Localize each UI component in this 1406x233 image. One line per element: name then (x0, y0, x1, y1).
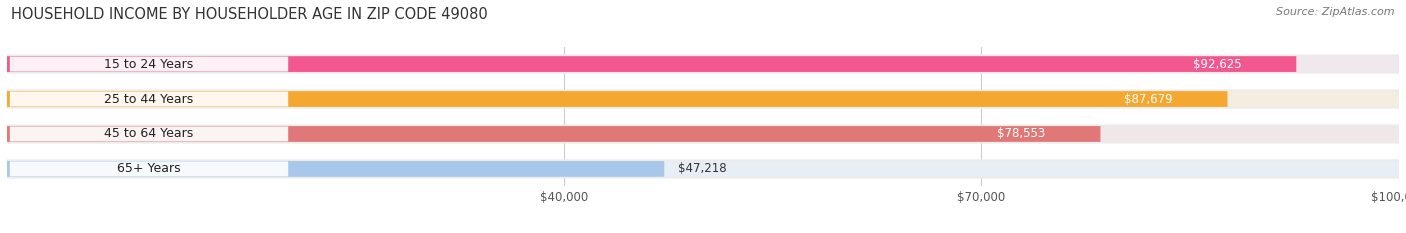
FancyBboxPatch shape (7, 161, 1399, 177)
FancyBboxPatch shape (7, 89, 1399, 109)
FancyBboxPatch shape (7, 56, 1399, 72)
FancyBboxPatch shape (7, 159, 1399, 178)
FancyBboxPatch shape (1071, 92, 1225, 106)
FancyBboxPatch shape (7, 124, 1399, 144)
FancyBboxPatch shape (7, 91, 1399, 107)
Text: $47,218: $47,218 (678, 162, 727, 175)
Text: 25 to 44 Years: 25 to 44 Years (104, 93, 194, 106)
Text: $87,679: $87,679 (1123, 93, 1173, 106)
FancyBboxPatch shape (7, 126, 1101, 142)
FancyBboxPatch shape (7, 161, 664, 177)
Text: $92,625: $92,625 (1192, 58, 1241, 71)
FancyBboxPatch shape (10, 127, 288, 141)
FancyBboxPatch shape (10, 161, 288, 176)
FancyBboxPatch shape (7, 91, 1227, 107)
Text: Source: ZipAtlas.com: Source: ZipAtlas.com (1277, 7, 1395, 17)
Text: $78,553: $78,553 (997, 127, 1045, 140)
Text: 65+ Years: 65+ Years (117, 162, 181, 175)
FancyBboxPatch shape (7, 126, 1399, 142)
Text: 45 to 64 Years: 45 to 64 Years (104, 127, 194, 140)
FancyBboxPatch shape (10, 57, 288, 72)
FancyBboxPatch shape (945, 127, 1098, 141)
FancyBboxPatch shape (1140, 57, 1294, 71)
Text: HOUSEHOLD INCOME BY HOUSEHOLDER AGE IN ZIP CODE 49080: HOUSEHOLD INCOME BY HOUSEHOLDER AGE IN Z… (11, 7, 488, 22)
FancyBboxPatch shape (10, 92, 288, 106)
Text: 15 to 24 Years: 15 to 24 Years (104, 58, 194, 71)
FancyBboxPatch shape (7, 55, 1399, 74)
FancyBboxPatch shape (7, 56, 1296, 72)
